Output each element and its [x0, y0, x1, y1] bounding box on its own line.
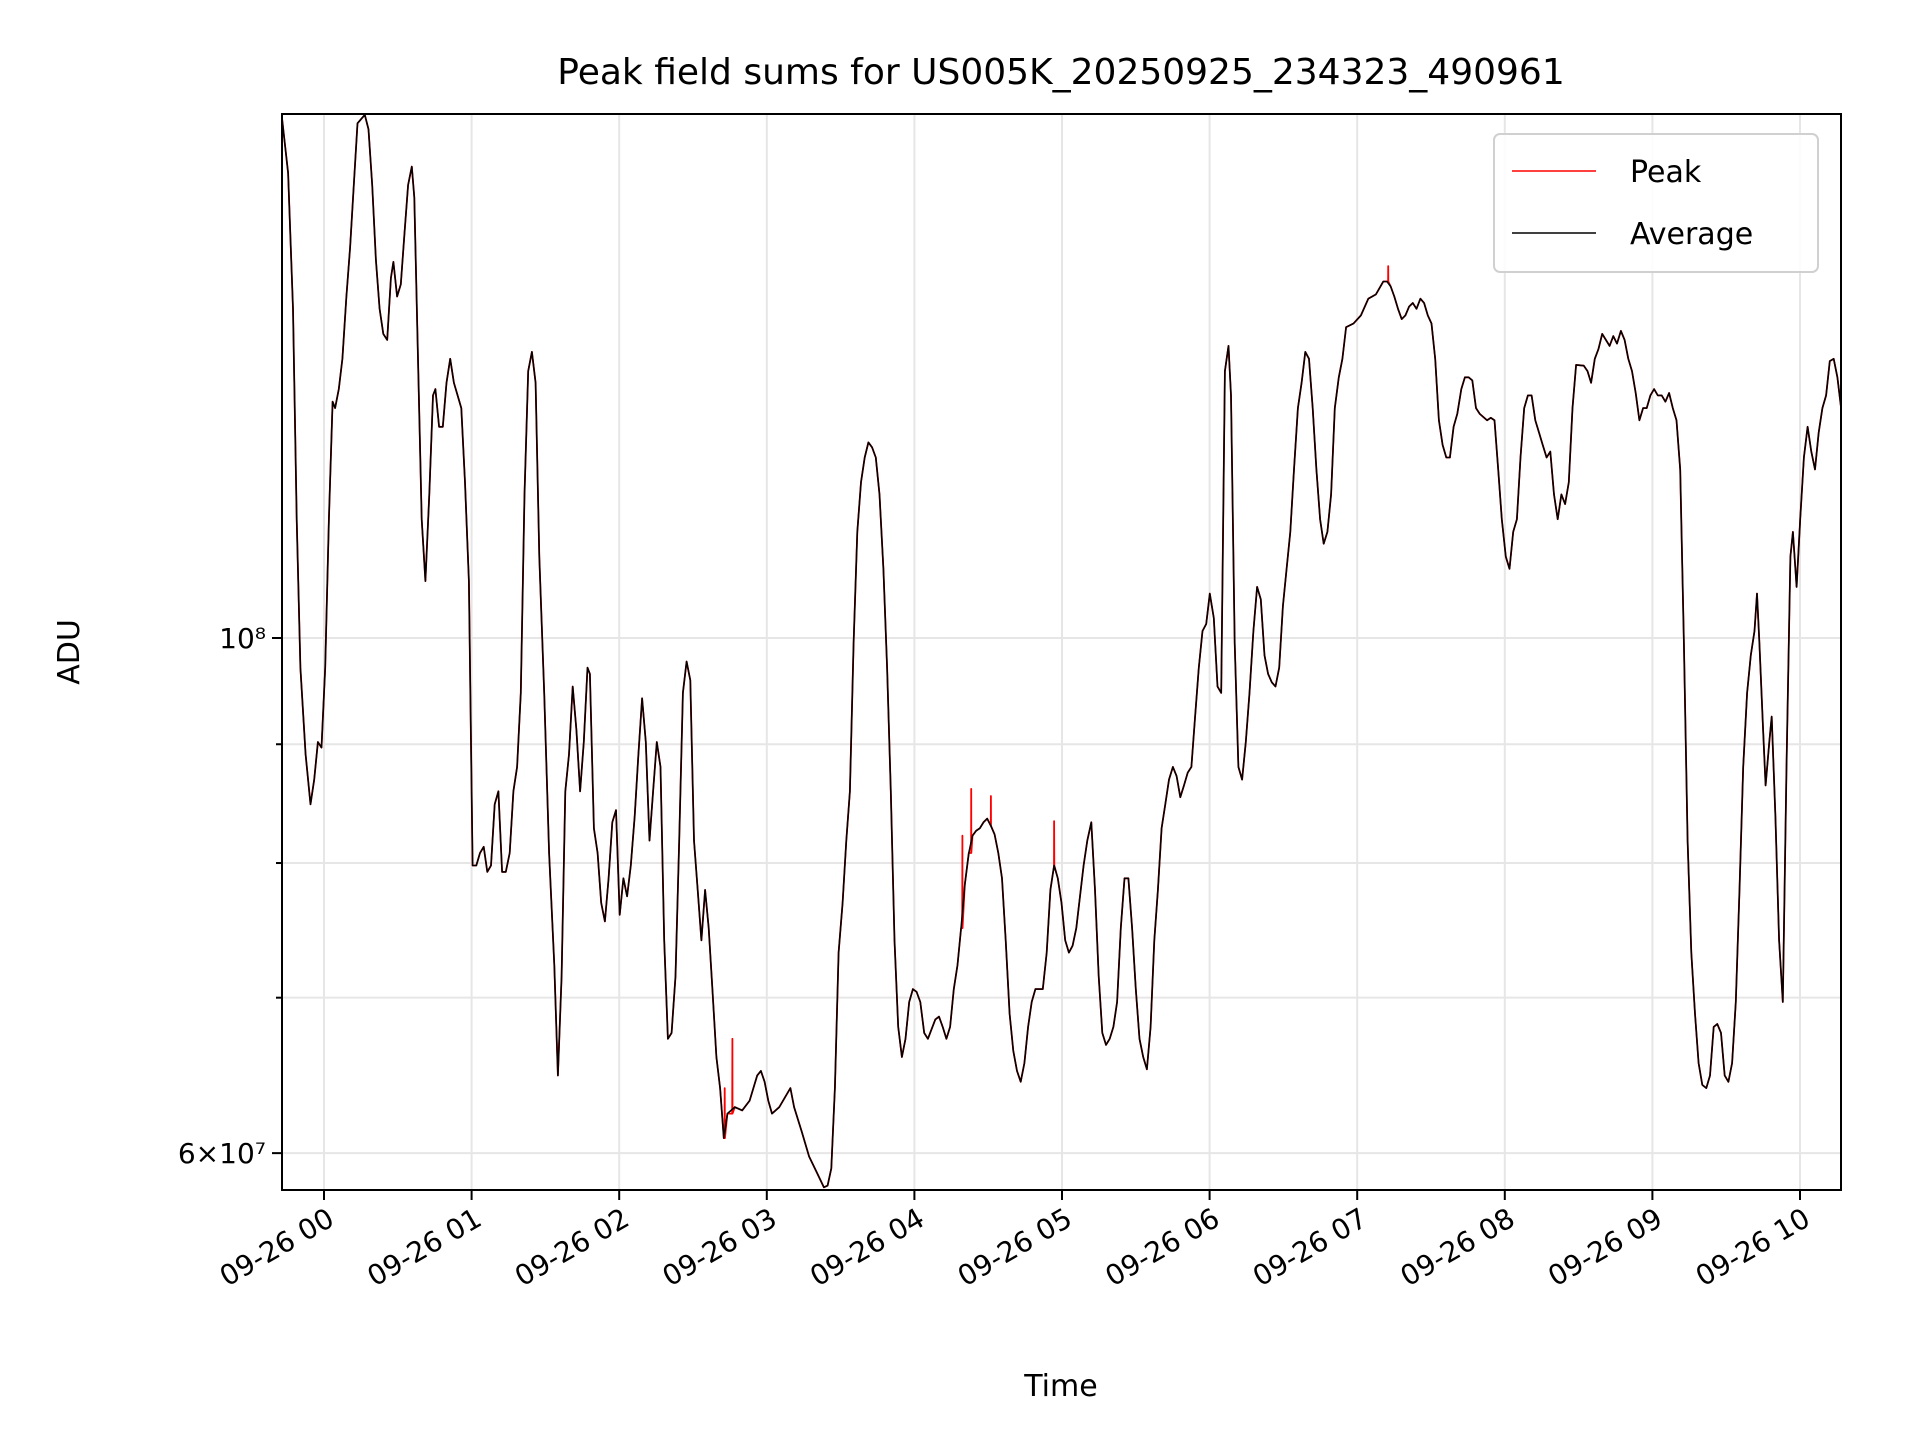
series-group [282, 114, 1841, 1189]
y-axis-label: ADU [52, 619, 87, 685]
series-line-average [282, 114, 1841, 1189]
y-axis: 10⁸ 6×10⁷ [178, 622, 282, 1170]
y-tick-label: 6×10⁷ [178, 1137, 266, 1170]
y-tick-label: 10⁸ [219, 622, 266, 655]
legend: Peak Average [1493, 133, 1819, 273]
grid [282, 114, 1841, 1190]
x-axis-label: Time [1023, 1369, 1097, 1404]
chart-title: Peak field sums for US005K_20250925_2343… [557, 52, 1564, 93]
legend-box [1493, 133, 1819, 273]
legend-label-peak: Peak [1630, 155, 1702, 190]
legend-label-average: Average [1630, 217, 1753, 252]
plot-area [282, 114, 1841, 1189]
